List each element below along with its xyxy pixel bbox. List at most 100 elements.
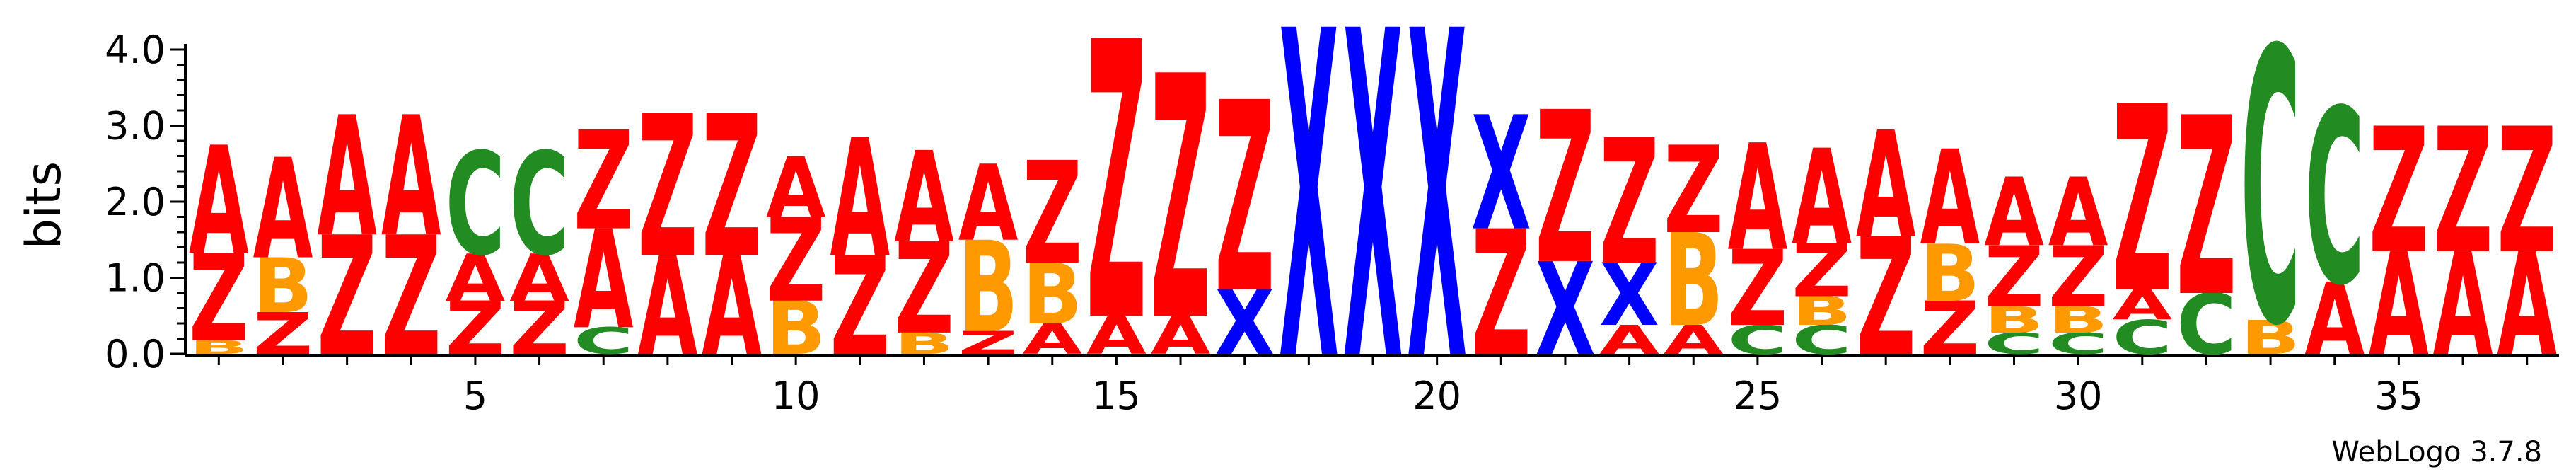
stack-position-16: AZ — [1151, 7, 1211, 396]
logo-letter-A: A — [702, 228, 762, 386]
logo-letter-A: A — [2304, 262, 2365, 378]
logo-letter-C: C — [446, 124, 506, 287]
logo-letter-Z: Z — [1086, 0, 1147, 405]
logo-letter-Z: Z — [509, 286, 569, 371]
logo-letter-Z: Z — [830, 229, 890, 386]
logo-letter-B: B — [1984, 299, 2044, 342]
logo-letter-C: C — [509, 124, 569, 287]
logo-letter-Z: Z — [1728, 229, 1788, 350]
stack-position-32: CZ — [2176, 65, 2236, 374]
logo-letter-A: A — [1792, 122, 1852, 274]
logo-letter-A: A — [1984, 158, 2044, 267]
y-tick-label: 1.0 — [105, 256, 166, 301]
logo-letter-B: B — [958, 215, 1019, 361]
logo-letter-Z: Z — [766, 195, 826, 328]
stack-position-2: ZBA — [253, 129, 313, 367]
logo-letter-Z: Z — [381, 203, 441, 393]
stack-position-1: BZA — [189, 116, 249, 369]
logo-letter-A: A — [509, 240, 569, 316]
logo-letter-Z: Z — [1151, 7, 1211, 396]
logo-letter-Z: Z — [1022, 133, 1082, 297]
y-axis-label: bits — [16, 161, 72, 249]
logo-letter-C: C — [1728, 318, 1788, 364]
stack-position-35: AZ — [2369, 92, 2429, 387]
stack-position-31: CAZ — [2112, 53, 2172, 365]
logo-letter-Z: Z — [958, 325, 1019, 362]
stack-position-34: AC — [2304, 59, 2365, 377]
logo-letter-A: A — [381, 81, 441, 273]
logo-letter-X: X — [1407, 0, 1467, 460]
y-tick-label: 2.0 — [105, 180, 166, 224]
stack-position-9: AZ — [702, 74, 762, 386]
logo-letter-Z: Z — [317, 203, 377, 393]
x-tick-label: 20 — [1412, 374, 1461, 418]
y-tick-label: 0.0 — [105, 332, 166, 376]
logo-letter-Z: Z — [1792, 229, 1852, 313]
logo-letter-Z: Z — [253, 301, 313, 367]
stack-position-36: AZ — [2433, 92, 2493, 387]
stack-position-17: XZ — [1214, 48, 1275, 375]
logo-letter-C: C — [2176, 277, 2236, 374]
logo-letter-B: B — [2241, 310, 2301, 365]
stack-position-15: AZ — [1086, 0, 1147, 405]
logo-letter-Z: Z — [1214, 48, 1275, 352]
logo-letter-Z: Z — [446, 286, 506, 371]
logo-letter-A: A — [574, 201, 634, 359]
stack-position-4: ZA — [381, 81, 441, 393]
x-tick-label: 10 — [772, 374, 820, 418]
logo-letter-A: A — [1856, 100, 1916, 270]
logo-letter-C: C — [2048, 327, 2108, 361]
stack-position-20: X — [1407, 0, 1467, 460]
logo-letter-X: X — [1214, 272, 1275, 375]
logo-letter-Z: Z — [702, 74, 762, 301]
logo-letter-A: A — [2048, 158, 2108, 267]
logo-letter-Z: Z — [2433, 92, 2493, 292]
logo-letter-Z: Z — [1664, 122, 1724, 261]
logo-letter-C: C — [2241, 0, 2301, 408]
stack-position-33: BC — [2241, 0, 2301, 408]
logo-letter-A: A — [830, 106, 890, 294]
logo-letter-B: B — [1664, 207, 1724, 355]
logo-letter-Z: Z — [1471, 195, 1531, 396]
logo-letter-Z: Z — [189, 230, 249, 369]
logo-letter-A: A — [2369, 223, 2429, 387]
logo-letter-Z: Z — [574, 103, 634, 260]
x-tick-label: 25 — [1734, 374, 1782, 418]
logo-letter-Z: Z — [1536, 67, 1596, 310]
logo-letter-Z: Z — [2497, 92, 2557, 292]
logo-letter-Z: Z — [1856, 204, 1916, 392]
logo-letter-B: B — [189, 337, 249, 359]
x-tick-label: 35 — [2374, 374, 2423, 418]
stack-position-22: XZ — [1536, 67, 1596, 384]
logo-letter-B: B — [253, 242, 313, 330]
logo-letter-C: C — [1792, 318, 1852, 364]
stack-position-6: ZAC — [509, 124, 569, 372]
x-tick-label: 15 — [1092, 374, 1141, 418]
logo-letter-Z: Z — [1984, 229, 2044, 326]
stack-position-3: ZA — [317, 81, 377, 393]
logo-letter-A: A — [1728, 113, 1788, 283]
logo-letter-A: A — [2497, 223, 2557, 387]
logo-letter-B: B — [1920, 229, 1980, 320]
logo-letter-A: A — [638, 228, 698, 386]
logo-letter-A: A — [317, 81, 377, 273]
logo-letter-A: A — [958, 143, 1019, 265]
stack-position-37: AZ — [2497, 92, 2557, 387]
logo-letter-B: B — [1792, 288, 1852, 335]
stack-position-7: CAZ — [574, 103, 634, 362]
stack-position-12: BZA — [894, 125, 954, 362]
logo-letter-A: A — [253, 129, 313, 290]
logo-letter-A: A — [2112, 281, 2172, 330]
logo-letter-A: A — [446, 240, 506, 316]
logo-letter-X: X — [1471, 84, 1531, 266]
logo-letter-A: A — [2433, 223, 2493, 387]
logo-letter-Z: Z — [1599, 104, 1659, 304]
stack-position-18: X — [1279, 0, 1339, 460]
logo-letter-X: X — [1536, 237, 1596, 385]
x-tick-label: 30 — [2054, 374, 2103, 418]
logo-letter-Z: Z — [2048, 229, 2108, 326]
stack-position-14: ABZ — [1022, 133, 1082, 364]
y-tick-label: 4.0 — [105, 28, 166, 72]
